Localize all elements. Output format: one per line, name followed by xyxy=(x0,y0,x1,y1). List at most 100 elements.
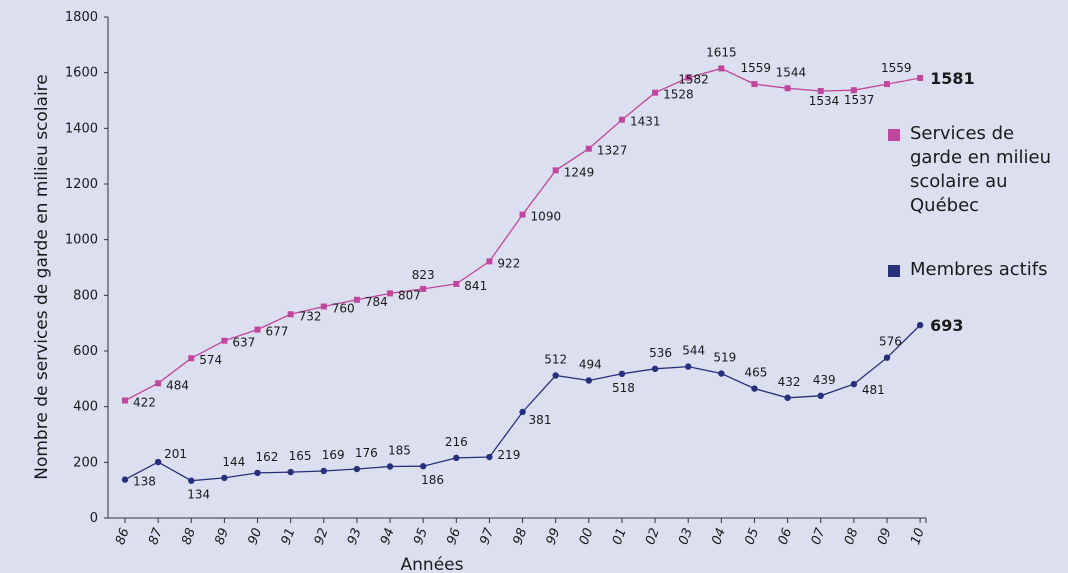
data-label: 439 xyxy=(813,373,836,387)
data-point xyxy=(386,463,394,470)
x-tick-label: 87 xyxy=(146,526,166,547)
data-label: 185 xyxy=(388,444,411,458)
data-label: 432 xyxy=(778,375,801,389)
data-label: 465 xyxy=(744,366,767,380)
data-point xyxy=(850,87,857,94)
x-tick-label: 08 xyxy=(842,526,862,547)
x-tick-label: 00 xyxy=(577,526,597,547)
data-point xyxy=(585,377,593,384)
data-point xyxy=(287,468,294,476)
data-label: 144 xyxy=(222,455,245,469)
data-label: 169 xyxy=(322,448,345,462)
x-tick-label: 97 xyxy=(477,526,497,547)
data-point xyxy=(154,458,162,466)
data-label: 381 xyxy=(529,413,552,427)
y-tick-label: 1400 xyxy=(65,121,98,136)
data-label: 1249 xyxy=(564,165,595,179)
data-label: 1544 xyxy=(776,65,807,79)
data-point xyxy=(685,363,692,370)
x-tick-label: 92 xyxy=(312,526,332,547)
data-label: 422 xyxy=(133,396,156,410)
data-label: 574 xyxy=(199,353,222,367)
data-label: 138 xyxy=(133,475,156,489)
data-label: 693 xyxy=(930,316,963,335)
data-point xyxy=(387,290,394,297)
x-axis-title: Années xyxy=(401,555,464,573)
data-label: 576 xyxy=(879,335,902,349)
data-point xyxy=(784,394,791,401)
x-tick-label: 06 xyxy=(776,526,796,547)
y-tick-label: 1600 xyxy=(65,66,98,81)
x-tick-label: 96 xyxy=(444,526,464,547)
x-tick-label: 01 xyxy=(610,526,630,547)
data-point xyxy=(883,81,890,88)
y-tick-label: 200 xyxy=(73,455,98,470)
x-tick-label: 95 xyxy=(411,526,431,547)
data-point xyxy=(188,355,195,362)
x-tick-label: 94 xyxy=(378,526,398,547)
data-point xyxy=(486,453,493,461)
data-label: 481 xyxy=(862,383,885,397)
data-label: 484 xyxy=(166,378,189,392)
data-label: 518 xyxy=(612,381,635,395)
data-label: 186 xyxy=(421,473,444,487)
data-label: 1431 xyxy=(630,115,661,129)
data-point xyxy=(784,85,791,92)
data-label: 134 xyxy=(187,488,210,502)
series-points xyxy=(121,65,924,484)
data-point xyxy=(817,392,824,400)
data-point xyxy=(155,380,162,387)
data-point xyxy=(320,303,327,310)
data-point xyxy=(221,474,228,482)
x-tick-label: 02 xyxy=(643,526,663,547)
data-label: 637 xyxy=(232,336,255,350)
data-label: 922 xyxy=(497,256,520,270)
legend-label-membres: Membres actifs xyxy=(910,259,1048,280)
data-label: 494 xyxy=(579,358,602,372)
data-point xyxy=(917,74,924,81)
series-lines xyxy=(124,67,921,482)
x-tick-label: 99 xyxy=(544,526,564,547)
series-line-0 xyxy=(124,67,921,402)
data-label: 807 xyxy=(398,288,421,302)
data-point xyxy=(618,116,625,123)
data-label: 512 xyxy=(544,352,567,366)
data-point xyxy=(254,469,261,477)
data-label: 823 xyxy=(412,268,435,282)
data-label: 219 xyxy=(497,448,520,462)
data-point xyxy=(419,463,427,470)
x-tick-label: 90 xyxy=(246,526,266,547)
x-tick-label: 88 xyxy=(179,526,199,547)
data-point xyxy=(188,477,195,484)
data-point xyxy=(651,365,659,373)
data-label: 841 xyxy=(464,279,487,293)
data-label: 677 xyxy=(266,325,289,339)
legend-swatch-services xyxy=(888,129,900,141)
legend-swatch-membres xyxy=(888,265,900,277)
x-ticks: 86 87 88 89 90 91 92 93 94 95 96 97 98 99 00 01 02 03 04 05… xyxy=(113,518,928,547)
data-label: 536 xyxy=(649,346,672,360)
data-label: 162 xyxy=(256,450,279,464)
data-label: 1528 xyxy=(663,88,694,102)
data-point xyxy=(817,88,824,95)
data-point xyxy=(850,380,858,388)
data-point xyxy=(685,74,692,81)
data-point xyxy=(453,454,460,462)
data-point xyxy=(420,285,427,292)
x-tick-label: 93 xyxy=(345,526,365,547)
data-point xyxy=(916,321,924,329)
y-tick-label: 800 xyxy=(73,288,98,303)
data-point xyxy=(287,311,294,318)
data-point xyxy=(552,167,559,174)
x-tick-label: 05 xyxy=(742,526,762,547)
data-label: 165 xyxy=(289,449,312,463)
data-label: 1534 xyxy=(809,94,840,108)
data-label: 201 xyxy=(164,447,187,461)
data-point xyxy=(254,326,261,333)
data-point xyxy=(121,476,129,483)
data-label: 1327 xyxy=(597,144,628,158)
data-point xyxy=(718,370,725,377)
data-label: 519 xyxy=(713,351,736,365)
data-labels: 422 484 574 637 677 732 760 784 807 823 841 922 1090… xyxy=(133,45,975,501)
y-tick-label: 1000 xyxy=(65,233,98,248)
